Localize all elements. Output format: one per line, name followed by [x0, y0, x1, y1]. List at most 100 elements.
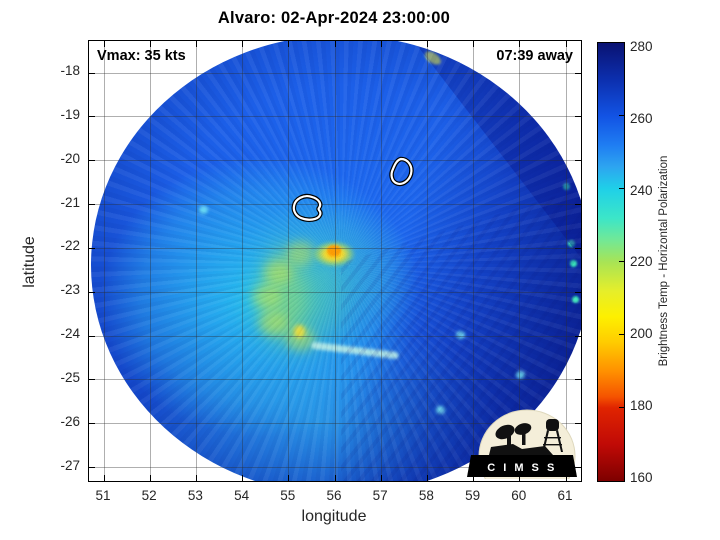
y-tick-mark [575, 204, 581, 206]
colorbar-tick-mark [619, 261, 624, 262]
x-gridline [195, 41, 197, 481]
y-gridline [89, 467, 581, 469]
time-away-annotation: 07:39 away [496, 48, 573, 64]
y-tick-mark [575, 291, 581, 293]
bright-pixel [456, 331, 465, 339]
x-tick-mark [149, 475, 151, 481]
bright-pixel [199, 206, 208, 214]
y-gridline [89, 72, 581, 74]
y-axis-label: latitude [21, 236, 38, 288]
x-tick-mark [103, 41, 105, 47]
colorbar-label: Brightness Temp - Horizontal Polarizatio… [658, 155, 670, 367]
x-gridline [473, 41, 475, 481]
x-tick-label: 55 [280, 488, 296, 503]
y-gridline [89, 291, 581, 293]
x-tick-mark [519, 41, 521, 47]
x-tick-label: 53 [187, 488, 203, 503]
water-tower-icon [542, 419, 563, 452]
y-tick-label: -19 [60, 106, 80, 122]
spiral-band-segment [264, 261, 292, 285]
y-tick-label: -23 [60, 282, 80, 298]
y-tick-mark [575, 335, 581, 337]
x-tick-mark [288, 41, 290, 47]
colorbar-tick-mark [619, 407, 624, 408]
y-gridline [89, 379, 581, 381]
cimss-logo: C I M S S [467, 409, 577, 479]
x-tick-mark [565, 475, 567, 481]
colorbar-tick-label: 200 [630, 326, 653, 342]
colorbar-tick-label: 160 [630, 469, 653, 485]
x-tick-mark [242, 41, 244, 47]
x-tick-label: 57 [372, 488, 388, 503]
y-gridline [89, 160, 581, 162]
y-gridline [89, 423, 581, 425]
x-tick-label: 51 [95, 488, 111, 503]
y-tick-label: -27 [60, 457, 80, 473]
satellite-swath-image [91, 41, 581, 481]
x-tick-mark [426, 41, 428, 47]
colorbar-tick-mark [619, 115, 624, 116]
y-tick-label: -20 [60, 150, 80, 166]
logo-text: C I M S S [487, 462, 557, 474]
y-tick-mark [89, 116, 95, 118]
x-tick-mark [149, 41, 151, 47]
x-tick-label: 54 [234, 488, 250, 503]
plot-title: Alvaro: 02-Apr-2024 23:00:00 [217, 9, 451, 27]
x-gridline [334, 41, 336, 481]
y-tick-label: -21 [60, 194, 80, 210]
x-axis-label: longitude [301, 508, 367, 525]
x-tick-label: 52 [141, 488, 157, 503]
y-tick-mark [89, 291, 95, 293]
bright-pixel [516, 371, 525, 379]
logo-banner [467, 455, 577, 477]
y-tick-mark [575, 467, 581, 469]
x-gridline [380, 41, 382, 481]
bright-pixel [436, 406, 445, 414]
rim-dot [572, 296, 579, 303]
x-tick-mark [103, 475, 105, 481]
spiral-band-segment [287, 241, 315, 265]
y-tick-mark [89, 72, 95, 74]
x-tick-mark [195, 475, 197, 481]
y-tick-mark [89, 423, 95, 425]
colorbar-tick-label: 220 [630, 254, 653, 270]
colorbar-tick-mark [619, 188, 624, 189]
x-gridline [426, 41, 428, 481]
convective-cell-south [294, 325, 305, 338]
x-tick-mark [288, 475, 290, 481]
colorbar-tick-label: 240 [630, 182, 653, 198]
y-tick-label: -22 [60, 238, 80, 254]
y-tick-label: -18 [60, 63, 80, 78]
x-tick-mark [195, 41, 197, 47]
y-tick-label: -24 [60, 326, 80, 342]
y-tick-mark [89, 467, 95, 469]
x-gridline [149, 41, 151, 481]
x-tick-label: 61 [557, 488, 573, 503]
y-tick-mark [89, 379, 95, 381]
y-gridline [89, 116, 581, 118]
x-gridline [519, 41, 521, 481]
x-gridline [565, 41, 567, 481]
x-tick-mark [519, 475, 521, 481]
x-tick-mark [334, 41, 336, 47]
island-coastlines [291, 156, 414, 222]
x-gridline [242, 41, 244, 481]
colorbar-tick-label: 180 [630, 398, 653, 413]
colorbar-tick-label: 280 [630, 39, 653, 54]
y-tick-mark [89, 335, 95, 337]
y-tick-mark [575, 247, 581, 249]
x-tick-label: 60 [511, 488, 527, 503]
y-tick-mark [575, 379, 581, 381]
y-tick-mark [575, 160, 581, 162]
x-tick-mark [380, 475, 382, 481]
vmax-annotation: Vmax: 35 kts [97, 48, 186, 64]
y-tick-mark [575, 116, 581, 118]
satellite-dishes-icon [489, 423, 553, 455]
x-tick-label: 56 [326, 488, 342, 503]
spiral-band-segment [253, 285, 281, 309]
scan-texture [91, 41, 581, 481]
x-gridline [103, 41, 105, 481]
colorbar-tick-mark [619, 334, 624, 335]
colorbar [597, 42, 625, 482]
